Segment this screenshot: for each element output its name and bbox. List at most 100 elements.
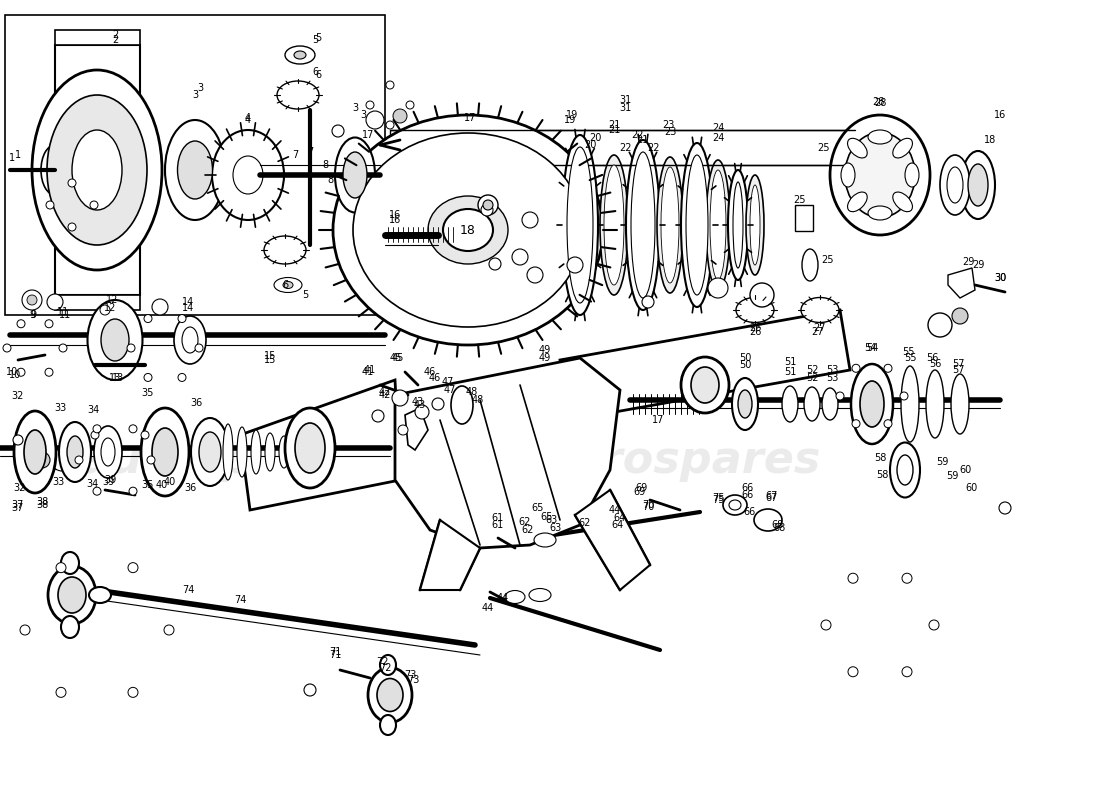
- Text: 15: 15: [264, 355, 276, 365]
- Text: 62: 62: [519, 517, 531, 527]
- Text: 32: 32: [14, 483, 26, 493]
- Text: 2: 2: [112, 30, 118, 40]
- Circle shape: [304, 684, 316, 696]
- Circle shape: [164, 625, 174, 635]
- Circle shape: [884, 364, 892, 372]
- Text: 30: 30: [994, 273, 1006, 283]
- Ellipse shape: [626, 140, 660, 310]
- Text: 42: 42: [378, 390, 392, 400]
- Text: 66: 66: [741, 483, 755, 493]
- Ellipse shape: [710, 170, 726, 280]
- Ellipse shape: [822, 388, 838, 420]
- Circle shape: [56, 687, 66, 698]
- Circle shape: [129, 425, 138, 433]
- Polygon shape: [405, 408, 428, 450]
- Ellipse shape: [723, 495, 747, 515]
- Circle shape: [386, 121, 394, 129]
- Ellipse shape: [101, 438, 116, 466]
- Ellipse shape: [706, 160, 730, 290]
- Text: 32: 32: [12, 391, 24, 401]
- Text: 29: 29: [971, 260, 984, 270]
- Text: 6: 6: [315, 70, 321, 80]
- Text: 6: 6: [312, 67, 318, 77]
- Text: 11: 11: [57, 307, 69, 317]
- Circle shape: [490, 258, 500, 270]
- Text: 63: 63: [546, 515, 558, 525]
- Text: 26: 26: [749, 327, 761, 337]
- Circle shape: [45, 368, 53, 376]
- Ellipse shape: [89, 587, 111, 603]
- Ellipse shape: [830, 115, 930, 235]
- Text: 53: 53: [826, 365, 838, 375]
- Text: 21: 21: [636, 135, 648, 145]
- Text: 12: 12: [103, 303, 117, 313]
- Circle shape: [94, 487, 101, 495]
- Ellipse shape: [782, 386, 797, 422]
- Circle shape: [398, 425, 408, 435]
- Text: 22: 22: [648, 143, 660, 153]
- Text: 75: 75: [712, 495, 724, 505]
- Ellipse shape: [343, 152, 367, 198]
- Text: 31: 31: [619, 95, 631, 105]
- Circle shape: [152, 299, 168, 315]
- Circle shape: [852, 420, 860, 428]
- Circle shape: [999, 502, 1011, 514]
- Ellipse shape: [251, 430, 261, 474]
- Text: eurospares: eurospares: [539, 438, 821, 482]
- Text: 50: 50: [739, 353, 751, 363]
- Ellipse shape: [67, 436, 82, 468]
- Circle shape: [90, 201, 98, 209]
- Ellipse shape: [661, 167, 679, 283]
- Ellipse shape: [274, 278, 302, 293]
- Text: 48: 48: [472, 395, 484, 405]
- Text: 64: 64: [614, 513, 626, 523]
- Text: 52: 52: [805, 373, 818, 383]
- Ellipse shape: [604, 165, 624, 285]
- Ellipse shape: [94, 426, 122, 478]
- Circle shape: [708, 278, 728, 298]
- Text: 42: 42: [378, 387, 392, 397]
- Text: 28: 28: [872, 97, 884, 107]
- Text: 62: 62: [521, 525, 535, 535]
- Text: 73: 73: [407, 675, 419, 685]
- Polygon shape: [948, 268, 975, 298]
- Circle shape: [45, 320, 53, 328]
- Text: 35: 35: [142, 480, 154, 490]
- Circle shape: [848, 574, 858, 583]
- Ellipse shape: [968, 164, 988, 206]
- Circle shape: [100, 305, 110, 315]
- Text: 44: 44: [609, 505, 622, 515]
- Circle shape: [141, 431, 149, 439]
- Text: 14: 14: [182, 303, 194, 313]
- Ellipse shape: [32, 70, 162, 270]
- Text: 24: 24: [712, 133, 724, 143]
- Ellipse shape: [631, 152, 654, 298]
- Ellipse shape: [182, 327, 198, 353]
- Ellipse shape: [60, 616, 79, 638]
- Circle shape: [195, 344, 204, 352]
- Text: 56: 56: [928, 359, 942, 369]
- Text: 9: 9: [29, 310, 35, 320]
- Ellipse shape: [896, 455, 913, 485]
- Text: 58: 58: [873, 453, 887, 463]
- Text: 17: 17: [362, 130, 374, 140]
- Text: 4: 4: [245, 115, 251, 125]
- Ellipse shape: [368, 667, 412, 722]
- Circle shape: [902, 666, 912, 677]
- Ellipse shape: [165, 120, 226, 220]
- Text: 68: 68: [772, 520, 784, 530]
- Ellipse shape: [952, 374, 969, 434]
- Text: 71: 71: [329, 647, 341, 657]
- Text: 67: 67: [766, 493, 778, 503]
- Ellipse shape: [177, 141, 212, 199]
- Ellipse shape: [729, 500, 741, 510]
- Text: 61: 61: [492, 513, 504, 523]
- Ellipse shape: [191, 418, 229, 486]
- Circle shape: [415, 405, 429, 419]
- Text: 70: 70: [641, 502, 654, 512]
- Ellipse shape: [59, 422, 91, 482]
- Ellipse shape: [14, 411, 56, 493]
- Circle shape: [522, 212, 538, 228]
- Text: 1: 1: [15, 150, 21, 160]
- Text: 16: 16: [389, 210, 402, 220]
